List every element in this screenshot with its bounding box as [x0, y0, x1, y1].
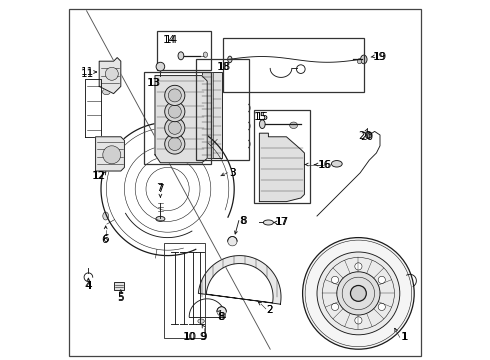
Polygon shape	[198, 256, 281, 304]
Text: 2: 2	[266, 305, 272, 315]
Text: 20: 20	[358, 131, 371, 141]
Text: 5: 5	[118, 292, 124, 302]
Text: 1: 1	[402, 332, 409, 342]
Text: 8: 8	[218, 312, 225, 322]
Text: 6: 6	[101, 235, 108, 245]
Text: 20: 20	[360, 132, 373, 142]
Circle shape	[165, 85, 185, 105]
Text: 10: 10	[184, 332, 197, 342]
Ellipse shape	[259, 120, 265, 129]
Text: 17: 17	[275, 217, 289, 228]
Ellipse shape	[290, 122, 297, 129]
Circle shape	[331, 303, 339, 310]
Circle shape	[105, 67, 118, 80]
Circle shape	[331, 276, 339, 284]
Text: 7: 7	[156, 183, 163, 193]
Circle shape	[169, 121, 181, 134]
Text: 19: 19	[373, 51, 386, 62]
Ellipse shape	[102, 89, 110, 95]
Ellipse shape	[198, 319, 204, 323]
Bar	[164, 243, 205, 338]
Bar	[157, 31, 211, 70]
Ellipse shape	[156, 216, 165, 221]
Text: 19: 19	[373, 51, 387, 62]
Bar	[254, 110, 310, 203]
Polygon shape	[259, 133, 304, 202]
Ellipse shape	[103, 212, 109, 220]
Polygon shape	[96, 137, 124, 171]
Circle shape	[103, 146, 121, 164]
Text: 13: 13	[147, 78, 160, 88]
Circle shape	[355, 317, 362, 324]
Circle shape	[169, 105, 181, 118]
Text: 12: 12	[93, 171, 106, 181]
Circle shape	[350, 285, 367, 301]
Bar	[202, 72, 213, 158]
Circle shape	[165, 118, 185, 138]
Text: 4: 4	[84, 281, 91, 291]
Text: 9: 9	[199, 332, 206, 342]
Bar	[114, 282, 124, 290]
Ellipse shape	[263, 220, 273, 225]
Bar	[223, 38, 364, 92]
Polygon shape	[155, 76, 207, 163]
Circle shape	[165, 134, 185, 154]
Ellipse shape	[331, 161, 342, 167]
Ellipse shape	[178, 52, 184, 60]
Circle shape	[169, 89, 181, 102]
Circle shape	[228, 237, 237, 246]
Text: 16: 16	[318, 159, 331, 170]
Circle shape	[165, 102, 185, 122]
Text: 14: 14	[163, 35, 176, 45]
Text: 8: 8	[218, 312, 224, 322]
Ellipse shape	[228, 56, 232, 63]
Text: 6: 6	[102, 234, 109, 244]
Text: 13: 13	[147, 78, 161, 88]
Text: 15: 15	[256, 112, 269, 122]
Circle shape	[217, 307, 226, 316]
Text: 11: 11	[81, 67, 94, 77]
Circle shape	[337, 272, 380, 315]
Text: 3: 3	[229, 168, 236, 178]
Text: 2: 2	[266, 305, 273, 315]
Polygon shape	[99, 58, 121, 94]
Text: 7: 7	[157, 184, 164, 194]
Text: 16: 16	[318, 159, 332, 170]
Text: 18: 18	[217, 62, 230, 72]
Text: 8: 8	[240, 216, 246, 226]
Text: 3: 3	[229, 168, 236, 178]
Ellipse shape	[361, 55, 367, 64]
Circle shape	[156, 62, 165, 71]
Text: 17: 17	[274, 217, 288, 228]
Ellipse shape	[203, 52, 208, 58]
Text: 11: 11	[81, 69, 94, 79]
Text: 1: 1	[401, 332, 408, 342]
Circle shape	[317, 252, 400, 335]
Text: 12: 12	[92, 171, 105, 181]
Circle shape	[378, 303, 385, 310]
Circle shape	[303, 238, 414, 349]
Text: 15: 15	[254, 112, 267, 122]
Bar	[196, 59, 248, 160]
Text: 8: 8	[239, 216, 246, 226]
Text: 10: 10	[183, 332, 196, 342]
Text: 4: 4	[85, 281, 92, 291]
Text: 18: 18	[218, 62, 231, 72]
Circle shape	[378, 276, 385, 284]
Text: 5: 5	[117, 293, 123, 303]
Ellipse shape	[357, 59, 362, 64]
Text: 14: 14	[165, 35, 178, 45]
Bar	[144, 72, 211, 164]
Circle shape	[169, 138, 181, 150]
Ellipse shape	[367, 132, 372, 138]
Text: 9: 9	[200, 332, 207, 342]
Bar	[202, 72, 221, 158]
Circle shape	[355, 263, 362, 270]
